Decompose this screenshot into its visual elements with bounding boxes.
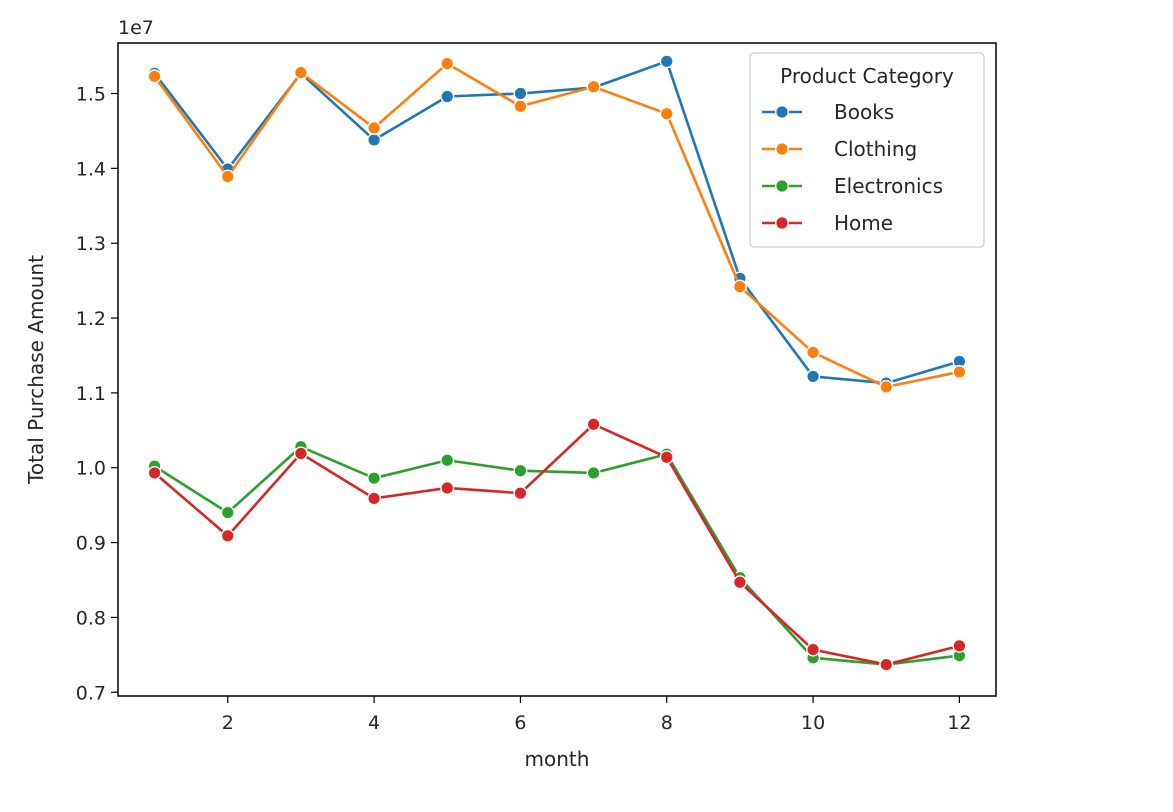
y-axis: 0.7 0.8 0.9 1.0 1.1 1.2 1.3 1.4 1.5 <box>76 84 118 704</box>
legend-entry-books: Books <box>834 100 894 124</box>
y-tick-label: 0.9 <box>76 533 106 555</box>
data-point <box>806 345 821 360</box>
series-home <box>147 417 967 672</box>
data-point <box>952 364 967 379</box>
legend-marker <box>775 141 790 156</box>
x-tick-label: 12 <box>947 712 971 734</box>
legend-entry-home: Home <box>834 211 893 235</box>
data-point <box>220 528 235 543</box>
data-point <box>806 642 821 657</box>
x-tick-label: 10 <box>801 712 825 734</box>
y-tick-label: 1.1 <box>76 383 106 405</box>
y-offset-label: 1e7 <box>118 17 154 39</box>
y-tick-label: 1.0 <box>76 458 106 480</box>
y-tick-label: 1.3 <box>76 233 106 255</box>
data-point <box>147 465 162 480</box>
x-tick-label: 4 <box>368 712 380 734</box>
legend-box <box>749 52 985 248</box>
y-axis-label: Total Purchase Amount <box>24 255 48 485</box>
series-clothing <box>147 56 967 394</box>
y-tick-label: 0.8 <box>76 607 106 629</box>
data-point <box>659 106 674 121</box>
y-tick-label: 1.5 <box>76 84 106 106</box>
series-electronics <box>147 439 967 672</box>
data-point <box>659 54 674 69</box>
data-point <box>440 453 455 468</box>
x-axis-label: month <box>525 747 590 771</box>
x-tick-label: 8 <box>661 712 673 734</box>
data-point <box>293 65 308 80</box>
data-point <box>586 465 601 480</box>
y-tick-label: 1.4 <box>76 158 106 180</box>
data-point <box>513 463 528 478</box>
y-tick-label: 0.7 <box>76 682 106 704</box>
legend-marker <box>775 104 790 119</box>
data-point <box>220 505 235 520</box>
data-point <box>440 480 455 495</box>
data-point <box>513 86 528 101</box>
data-point <box>732 575 747 590</box>
data-point <box>367 491 382 506</box>
data-point <box>513 99 528 114</box>
x-tick-label: 6 <box>514 712 526 734</box>
legend-title: Product Category <box>780 64 954 88</box>
data-point <box>440 56 455 71</box>
data-point <box>367 132 382 147</box>
series-line <box>153 62 960 389</box>
plot-frame <box>117 42 997 697</box>
data-point <box>879 657 894 672</box>
legend-entry-electronics: Electronics <box>834 174 943 198</box>
x-axis: 2 4 6 8 10 12 <box>222 696 972 734</box>
legend-marker <box>775 178 790 193</box>
data-point <box>147 69 162 84</box>
x-tick-label: 2 <box>222 712 234 734</box>
series-line <box>153 423 960 666</box>
series-line <box>153 445 960 666</box>
data-point <box>732 279 747 294</box>
data-point <box>440 89 455 104</box>
legend-marker <box>775 215 790 230</box>
chart-marks <box>147 54 967 672</box>
data-point <box>806 369 821 384</box>
data-point <box>586 79 601 94</box>
data-point <box>367 471 382 486</box>
data-point <box>659 450 674 465</box>
data-point <box>293 446 308 461</box>
legend: Product Category Books Clothing Electronics… <box>749 52 985 248</box>
data-point <box>586 417 601 432</box>
data-point <box>879 379 894 394</box>
data-point <box>367 120 382 135</box>
y-tick-label: 1.2 <box>76 308 106 330</box>
data-point <box>952 638 967 653</box>
data-point <box>220 169 235 184</box>
legend-entry-clothing: Clothing <box>834 137 917 161</box>
data-point <box>513 486 528 501</box>
